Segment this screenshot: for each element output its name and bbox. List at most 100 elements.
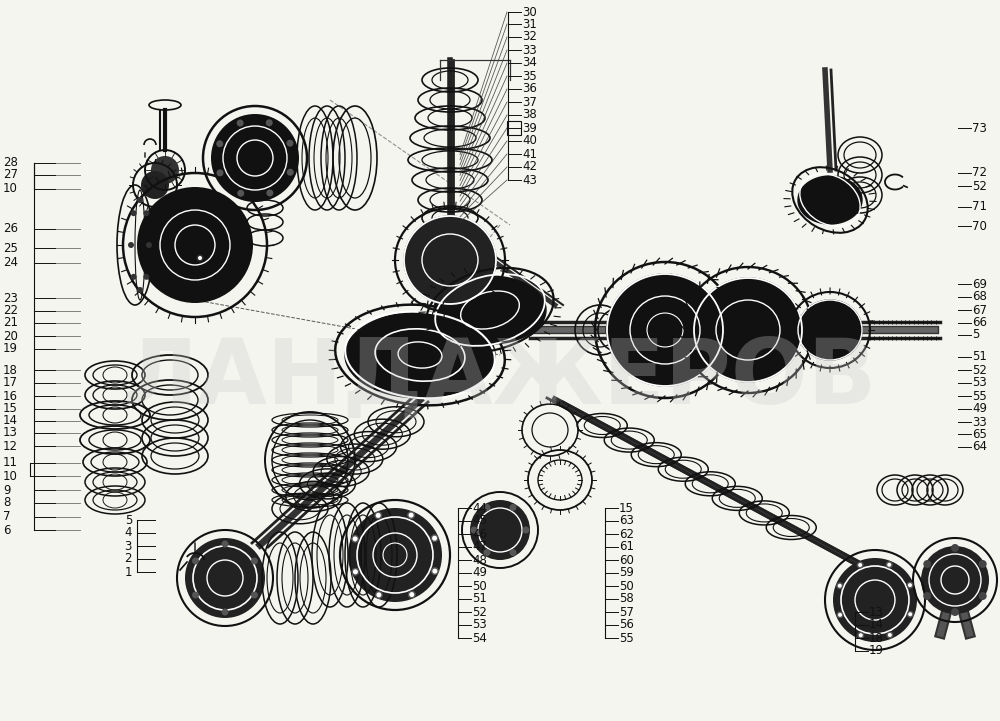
Circle shape (217, 169, 224, 177)
Text: 11: 11 (3, 456, 18, 469)
Text: 17: 17 (3, 376, 18, 389)
Text: 57: 57 (619, 606, 634, 619)
Circle shape (408, 590, 416, 598)
Text: 54: 54 (472, 632, 487, 645)
Polygon shape (798, 176, 862, 224)
Circle shape (510, 504, 516, 511)
Circle shape (137, 287, 143, 293)
Circle shape (471, 526, 478, 534)
Text: 67: 67 (972, 304, 987, 317)
Circle shape (185, 538, 265, 618)
Text: 70: 70 (972, 219, 987, 232)
Text: 20: 20 (3, 329, 18, 342)
Text: 58: 58 (619, 593, 634, 606)
Circle shape (375, 591, 383, 599)
Circle shape (484, 504, 490, 511)
Circle shape (287, 169, 294, 176)
Text: 65: 65 (972, 428, 987, 441)
Text: 56: 56 (619, 619, 634, 632)
Circle shape (887, 563, 891, 567)
Text: 1: 1 (124, 565, 132, 578)
Circle shape (376, 593, 381, 598)
Circle shape (484, 549, 490, 556)
Text: 9: 9 (3, 484, 10, 497)
Polygon shape (404, 216, 496, 304)
Circle shape (353, 570, 358, 575)
Circle shape (237, 120, 244, 126)
Polygon shape (798, 300, 862, 360)
Circle shape (837, 611, 844, 619)
Text: 14: 14 (869, 619, 884, 632)
Text: 6: 6 (3, 523, 10, 536)
Circle shape (351, 535, 359, 543)
Text: 72: 72 (972, 167, 987, 180)
Circle shape (376, 513, 381, 518)
Circle shape (836, 583, 843, 589)
Circle shape (522, 526, 530, 534)
Text: 53: 53 (972, 376, 987, 389)
Circle shape (923, 560, 931, 568)
Text: 10: 10 (3, 469, 18, 482)
Text: 25: 25 (3, 242, 18, 255)
Circle shape (143, 211, 149, 216)
Text: 50: 50 (472, 580, 487, 593)
Bar (507, 121, 521, 135)
Circle shape (907, 611, 914, 618)
Circle shape (857, 632, 864, 639)
Text: 52: 52 (472, 606, 487, 619)
Circle shape (131, 211, 137, 216)
Text: 33: 33 (972, 415, 987, 428)
Text: 5: 5 (972, 329, 979, 342)
Polygon shape (694, 278, 802, 382)
Text: 24: 24 (3, 257, 18, 270)
Circle shape (432, 569, 437, 574)
Circle shape (906, 582, 913, 588)
Text: 37: 37 (522, 95, 537, 108)
Text: 22: 22 (3, 304, 18, 317)
Circle shape (923, 592, 931, 600)
Circle shape (137, 197, 143, 203)
Text: 59: 59 (619, 567, 634, 580)
Text: 48: 48 (472, 554, 487, 567)
Text: 44: 44 (472, 502, 487, 515)
Text: 39: 39 (522, 122, 537, 135)
Text: 32: 32 (522, 30, 537, 43)
Circle shape (951, 544, 959, 552)
Text: 68: 68 (972, 291, 987, 304)
Circle shape (510, 549, 516, 556)
Text: 62: 62 (619, 528, 634, 541)
Text: 7: 7 (3, 510, 10, 523)
Text: 51: 51 (472, 593, 487, 606)
Text: 13: 13 (869, 606, 884, 619)
Circle shape (908, 583, 912, 587)
Text: 35: 35 (522, 69, 537, 82)
Text: 49: 49 (472, 567, 487, 580)
Circle shape (266, 190, 273, 197)
Circle shape (211, 114, 299, 202)
Text: 31: 31 (522, 17, 537, 30)
Text: 27: 27 (3, 169, 18, 182)
Circle shape (979, 592, 987, 600)
Circle shape (374, 511, 382, 519)
Text: 55: 55 (972, 389, 987, 402)
Text: 18: 18 (3, 363, 18, 376)
Circle shape (407, 511, 415, 519)
Circle shape (266, 119, 273, 126)
Circle shape (431, 534, 439, 542)
Text: 30: 30 (522, 6, 537, 19)
Circle shape (198, 256, 202, 260)
Text: 19: 19 (869, 645, 884, 658)
Circle shape (216, 141, 223, 147)
Circle shape (979, 560, 987, 568)
Circle shape (222, 609, 228, 616)
Text: 18: 18 (869, 632, 884, 645)
Circle shape (409, 513, 414, 518)
Circle shape (432, 536, 437, 541)
Circle shape (886, 561, 893, 568)
Text: 50: 50 (619, 580, 634, 593)
Text: 5: 5 (125, 513, 132, 526)
Circle shape (143, 274, 149, 280)
Text: 19: 19 (3, 342, 18, 355)
Text: 73: 73 (972, 122, 987, 135)
Circle shape (151, 156, 179, 184)
